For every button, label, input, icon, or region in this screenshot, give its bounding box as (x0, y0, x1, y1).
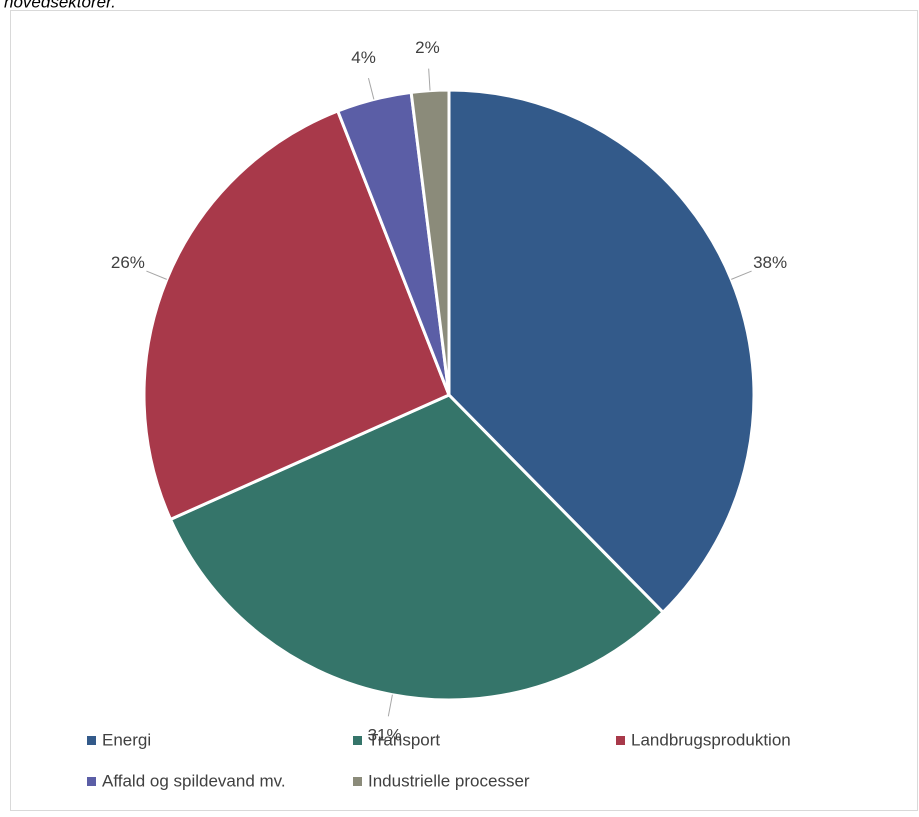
data-label: 26% (111, 253, 145, 272)
legend-marker (616, 736, 625, 745)
leader-line (367, 77, 375, 100)
legend-label: Energi (102, 730, 151, 749)
data-label: 31% (368, 725, 402, 744)
legend-marker (87, 777, 96, 786)
data-label: 4% (351, 48, 376, 67)
legend-label: Landbrugsproduktion (631, 730, 791, 749)
leader-line (731, 270, 752, 280)
legend-marker (353, 777, 362, 786)
data-label: 2% (415, 38, 440, 57)
data-label: 38% (753, 253, 787, 272)
leader-line (428, 68, 431, 91)
legend-label: Affald og spildevand mv. (102, 771, 286, 790)
pie-slice (168, 393, 666, 702)
legend-label: Transport (368, 730, 440, 749)
leader-line (387, 694, 393, 717)
pie-slice (409, 88, 451, 396)
leader-line (146, 270, 167, 280)
legend-marker (353, 736, 362, 745)
chart-title: hovedsektorer. (4, 0, 116, 11)
legend-label: Industrielle processer (368, 771, 530, 790)
legend-marker (87, 736, 96, 745)
pie-slice (447, 88, 756, 615)
